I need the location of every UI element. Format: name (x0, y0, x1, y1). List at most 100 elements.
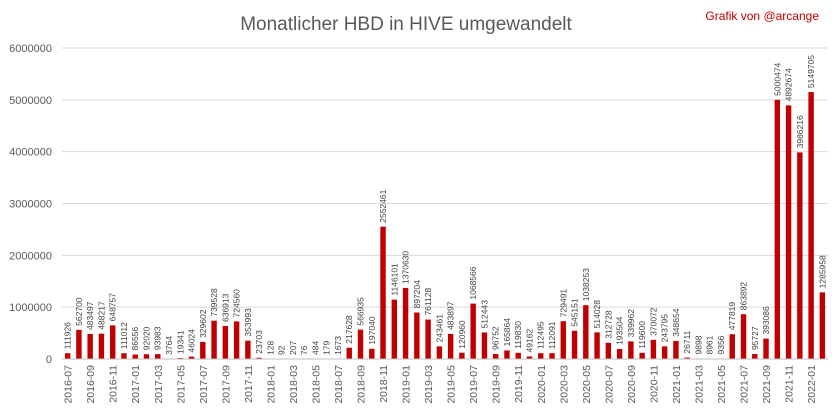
bar (470, 303, 476, 359)
data-label: 348654 (671, 308, 681, 337)
y-tick-label: 6000000 (9, 43, 52, 55)
data-label: 1285958 (817, 255, 827, 288)
x-tick-label: 2019-11 (513, 365, 525, 403)
x-tick-label: 2018-09 (356, 365, 368, 404)
data-label: 19341 (175, 330, 185, 354)
data-label: 312728 (603, 310, 613, 339)
y-axis-ticks: 0 1000000 2000000 3000000 4000000 5000000 6000… (9, 43, 52, 366)
x-tick-label: 2018-11 (378, 365, 390, 403)
data-label: 179 (322, 341, 332, 355)
bar (200, 341, 206, 359)
bar (492, 353, 499, 359)
x-axis-ticks: 2016-07 2016-09 2016-11 2017-01 2017-03 2017-… (63, 365, 818, 404)
bar (459, 352, 465, 359)
x-tick-label: 2020-01 (536, 365, 548, 404)
x-tick-label: 2016-09 (85, 365, 97, 404)
bar (526, 356, 533, 359)
data-label: 477819 (727, 302, 737, 331)
data-label: 1370630 (401, 251, 411, 284)
x-tick-label: 2019-03 (423, 365, 435, 404)
data-label: 193504 (615, 316, 625, 345)
data-label: 112495 (536, 321, 546, 349)
bar (785, 105, 792, 360)
x-tick-label: 2017-07 (198, 365, 210, 404)
data-label: 339962 (626, 309, 636, 338)
bar (740, 314, 747, 359)
bar (155, 354, 161, 359)
gridlines (62, 47, 828, 308)
bar (594, 332, 600, 359)
x-tick-label: 2018-03 (288, 365, 300, 404)
y-tick-label: 3000000 (9, 199, 52, 211)
bar (628, 341, 634, 359)
data-label: 514028 (592, 300, 602, 329)
x-tick-label: 2017-09 (220, 365, 232, 404)
bar (177, 357, 183, 359)
bar (538, 353, 544, 359)
data-label: 370072 (648, 307, 658, 336)
bar (639, 352, 645, 359)
data-label: 243461 (434, 314, 444, 343)
bar (425, 319, 431, 359)
bar (616, 348, 623, 359)
data-label: 243795 (660, 314, 670, 343)
bar (447, 333, 454, 359)
data-label: 483497 (85, 301, 95, 330)
data-label: 512443 (479, 300, 489, 329)
data-label: 329602 (198, 309, 208, 338)
bar (560, 321, 566, 359)
bar (256, 357, 262, 359)
x-tick-label: 2019-09 (491, 365, 503, 404)
data-label: 120960 (457, 320, 467, 349)
bar (76, 329, 82, 359)
bar (774, 99, 781, 359)
x-tick-label: 2020-05 (581, 365, 593, 404)
data-label: 2552461 (378, 189, 388, 222)
data-label: 207 (288, 341, 298, 355)
x-tick-label: 2020-11 (648, 365, 660, 403)
data-label: 5000474 (772, 62, 782, 95)
bar (650, 339, 657, 359)
bar (188, 356, 195, 359)
data-label: 3986216 (795, 115, 805, 148)
x-tick-label: 2016-11 (108, 365, 120, 403)
bar (571, 330, 578, 359)
bar (87, 333, 93, 359)
y-tick-label: 1000000 (9, 302, 52, 314)
data-label: 8961 (705, 335, 715, 354)
bars (64, 92, 826, 360)
data-label: 761128 (423, 288, 433, 316)
data-label: 23703 (254, 330, 264, 354)
bar (222, 325, 229, 359)
bar (684, 357, 690, 359)
data-label: 1146101 (389, 263, 399, 296)
data-label: 9898 (693, 335, 703, 354)
bar (380, 226, 386, 359)
data-label: 76 (299, 345, 309, 355)
data-label: 353993 (243, 308, 253, 337)
data-label: 92020 (141, 326, 151, 350)
x-tick-label: 2017-03 (153, 365, 165, 404)
data-label: 197040 (367, 316, 377, 345)
data-label: 119600 (637, 321, 647, 349)
bar (763, 338, 769, 359)
data-label: 9356 (716, 335, 726, 354)
x-tick-label: 2018-05 (310, 365, 322, 404)
data-label: 488217 (96, 301, 106, 330)
data-label: 165864 (502, 318, 512, 347)
data-label: 393086 (761, 306, 771, 335)
data-label: 729491 (558, 289, 568, 318)
y-tick-label: 0 (46, 354, 52, 366)
x-tick-label: 2020-03 (558, 365, 570, 404)
data-label: 1038253 (581, 268, 591, 301)
data-label: 483897 (446, 301, 456, 330)
y-tick-label: 5000000 (9, 95, 52, 107)
x-tick-label: 2021-05 (716, 365, 728, 404)
bar (549, 353, 555, 359)
chart-credit: Grafik von @arcange (705, 9, 819, 23)
data-label: 46024 (187, 329, 197, 353)
data-label: 724560 (232, 289, 242, 318)
x-tick-label: 2017-11 (243, 365, 255, 403)
data-label: 128 (265, 341, 275, 355)
data-label: 562700 (74, 297, 84, 326)
